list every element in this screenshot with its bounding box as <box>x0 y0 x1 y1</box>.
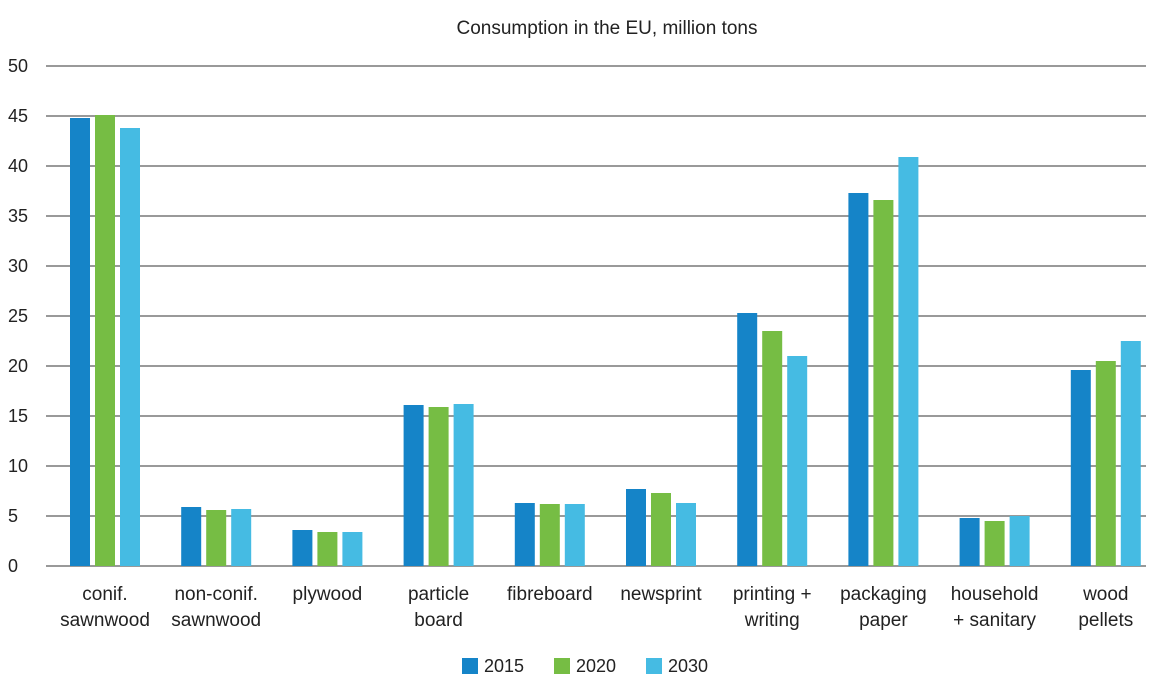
x-tick-label: paper <box>859 610 908 631</box>
bar-2015-3 <box>403 405 424 566</box>
bar-2015-5 <box>626 489 646 566</box>
bar-2030-9 <box>1120 341 1141 566</box>
bar-2015-9 <box>1070 370 1091 566</box>
bar-2020-7 <box>873 200 894 566</box>
x-tick-label: particle <box>408 584 469 605</box>
y-tick-label: 5 <box>8 506 18 526</box>
bar-2020-5 <box>651 493 671 566</box>
bar-2030-7 <box>898 157 919 566</box>
x-tick-label: printing + <box>733 584 812 605</box>
y-tick-label: 30 <box>8 256 28 276</box>
x-tick-label: newsprint <box>620 584 702 605</box>
x-tick-label: fibreboard <box>507 584 593 605</box>
bar-2030-5 <box>676 503 696 566</box>
bar-2030-8 <box>1009 516 1030 566</box>
bar-2015-6 <box>737 313 758 566</box>
x-tick-label: + sanitary <box>953 610 1036 631</box>
x-tick-label: sawnwood <box>60 610 150 631</box>
x-tick-label: plywood <box>293 584 363 605</box>
x-axis-labels: conif. sawnwood non-conif. sawnwood plywood p… <box>60 584 1133 631</box>
bar-2015-8 <box>959 518 980 566</box>
y-tick-label: 20 <box>8 356 28 376</box>
legend-swatch-2020 <box>554 658 570 674</box>
bar-2020-3 <box>428 407 449 566</box>
x-tick-label: wood <box>1082 584 1128 605</box>
legend-label: 2015 <box>484 656 524 676</box>
y-tick-label: 45 <box>8 106 28 126</box>
bar-2015-7 <box>848 193 869 566</box>
x-tick-label: pellets <box>1078 610 1133 631</box>
bar-2015-1 <box>181 507 202 566</box>
x-tick-label: board <box>414 610 463 631</box>
bar-2020-6 <box>762 331 783 566</box>
y-tick-label: 40 <box>8 156 28 176</box>
bar-2030-0 <box>120 128 140 566</box>
legend-label: 2030 <box>668 656 708 676</box>
bar-2020-9 <box>1095 361 1116 566</box>
bar-2030-3 <box>453 404 474 566</box>
bar-2030-6 <box>787 356 808 566</box>
x-tick-label: household <box>951 584 1039 605</box>
grid-layer: 0 5 10 15 20 25 30 35 40 45 50 <box>8 56 1146 576</box>
legend-label: 2020 <box>576 656 616 676</box>
bar-2015-0 <box>70 118 90 566</box>
y-tick-label: 15 <box>8 406 28 426</box>
legend: 2015 2020 2030 <box>462 656 708 676</box>
x-tick-label: sawnwood <box>171 610 261 631</box>
bar-2020-0 <box>95 115 115 566</box>
legend-swatch-2030 <box>646 658 662 674</box>
y-tick-label: 0 <box>8 556 18 576</box>
bars-layer <box>70 115 1141 566</box>
bar-2020-2 <box>317 532 338 566</box>
y-tick-label: 50 <box>8 56 28 76</box>
bar-2015-4 <box>514 503 535 566</box>
bar-2030-4 <box>564 504 585 566</box>
y-tick-label: 10 <box>8 456 28 476</box>
bar-2015-2 <box>292 530 313 566</box>
bar-2020-4 <box>539 504 560 566</box>
y-tick-label: 35 <box>8 206 28 226</box>
bar-2020-1 <box>206 510 227 566</box>
x-tick-label: packaging <box>840 584 927 605</box>
y-tick-label: 25 <box>8 306 28 326</box>
chart-title: Consumption in the EU, million tons <box>457 18 758 39</box>
legend-swatch-2015 <box>462 658 478 674</box>
bar-2030-2 <box>342 532 363 566</box>
x-tick-label: writing <box>744 610 800 631</box>
bar-2030-1 <box>231 509 252 566</box>
x-tick-label: non-conif. <box>174 584 257 605</box>
bar-2020-8 <box>984 521 1005 566</box>
x-tick-label: conif. <box>82 584 127 605</box>
